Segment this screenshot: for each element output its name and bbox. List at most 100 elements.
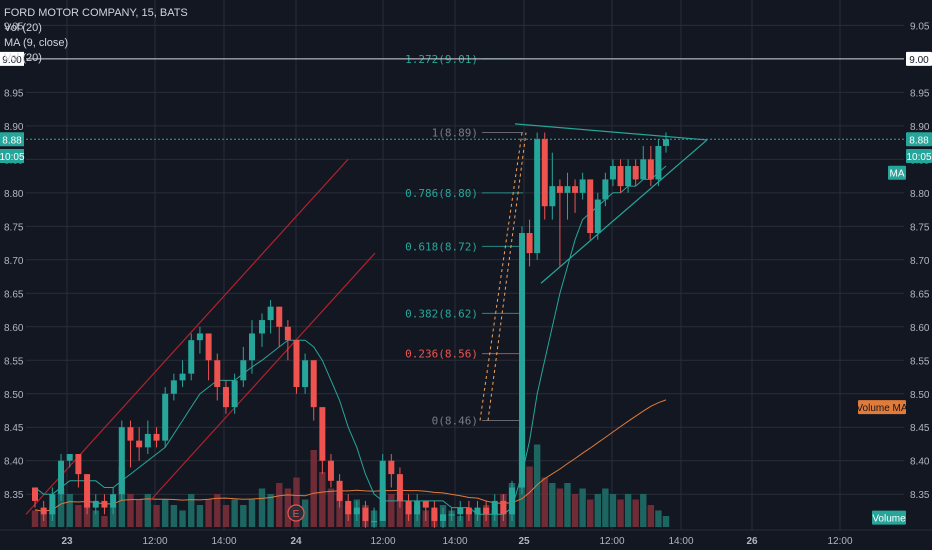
candle-body [249, 333, 255, 361]
volume-bar [602, 488, 609, 527]
volume-bar [258, 488, 266, 527]
candle-body [526, 233, 533, 254]
volume-bar [457, 516, 464, 527]
candle-body [259, 320, 265, 334]
volume-bar [301, 499, 309, 527]
earnings-marker-label: E [293, 509, 300, 520]
y-tick-label-right: 8.45 [910, 423, 930, 434]
volume-bar [624, 494, 632, 527]
candle-body [483, 507, 490, 515]
x-tick-label: 23 [61, 536, 73, 547]
volume-bar [571, 494, 579, 527]
volume-bar [188, 494, 195, 527]
candle-body [534, 139, 541, 254]
candle-body [153, 433, 160, 441]
y-tick-label-left: 8.40 [4, 457, 24, 468]
x-tick-label: 14:00 [442, 536, 467, 547]
volume-bar [222, 505, 230, 527]
candle-body [541, 139, 548, 207]
legend-volume: Vol (20) [4, 22, 42, 34]
volume-bar [594, 494, 601, 527]
y-tick-label-right: 9.05 [910, 21, 930, 32]
y-tick-label-right: 8.95 [910, 88, 930, 99]
candle-body [144, 433, 151, 448]
candle-body [500, 500, 507, 515]
volume-bar [276, 483, 283, 527]
candle-body [609, 166, 616, 180]
candle-body [205, 333, 212, 361]
candle-body [655, 145, 662, 180]
candle-body [572, 186, 579, 193]
candle-body [40, 507, 47, 515]
volume-bar [564, 483, 571, 527]
y-tick-label-right: 8.70 [910, 256, 930, 267]
x-tick-label: 26 [746, 536, 758, 547]
price-badge [906, 132, 932, 147]
candle-body [474, 507, 481, 515]
volume-bar [162, 499, 169, 527]
volume-bar [319, 472, 326, 527]
volume-bar [587, 499, 594, 527]
y-tick-label-right: 8.80 [910, 189, 930, 200]
y-tick-label-left: 8.80 [4, 189, 24, 200]
candle-body [579, 179, 586, 193]
candle-body [240, 360, 247, 381]
candle-body [49, 494, 56, 515]
candle-body [327, 460, 334, 481]
price-badge-left [0, 132, 24, 147]
price-badge-label: 8.88 [909, 135, 929, 146]
volume-bar [662, 516, 670, 527]
price-badge-label: Volume [872, 514, 906, 525]
candle-body [92, 500, 99, 508]
price-badge-left [0, 148, 24, 163]
fib-level-label: 1(8.89) [432, 127, 478, 140]
y-tick-label-left: 8.65 [4, 289, 24, 300]
candle-body [222, 387, 229, 408]
volume-bar [66, 494, 73, 527]
candle-body [371, 521, 378, 523]
candle-body [353, 507, 360, 515]
candle-body [58, 460, 65, 495]
candle-body [465, 507, 472, 515]
x-tick-label: 25 [518, 536, 530, 547]
fib-level-label: 0.618(8.72) [405, 240, 478, 253]
legend-title: FORD MOTOR COMPANY, 15, BATS [4, 7, 188, 19]
volume-bar [640, 494, 647, 527]
candle-body [319, 407, 326, 461]
candle-body [509, 487, 515, 515]
y-tick-label-left: 8.75 [4, 222, 24, 233]
y-tick-label-right: 8.55 [910, 356, 930, 367]
pennant-upper-line [514, 123, 708, 141]
volume-bar [135, 499, 143, 527]
volume-bar [293, 477, 300, 527]
candle-body [440, 514, 447, 521]
candle-body [196, 333, 203, 341]
volume-bar [127, 494, 134, 527]
volume-bar [57, 488, 65, 527]
candle-body [267, 306, 274, 321]
candle-body [640, 159, 647, 180]
price-badge-left-label: 9.00 [2, 55, 22, 66]
candle-body [188, 340, 195, 374]
volume-bar [609, 494, 617, 527]
price-badge [906, 148, 932, 163]
fib-trend-dash-1 [479, 132, 523, 421]
legend-volume-2: Vol (20) [4, 52, 42, 64]
candle-body [431, 507, 438, 521]
y-tick-label-right: 8.90 [910, 122, 930, 133]
price-badge [872, 510, 906, 525]
volume-bar [179, 510, 186, 527]
volume-bar [205, 499, 212, 527]
y-tick-label-left: 8.45 [4, 423, 24, 434]
candle-body [457, 507, 464, 515]
candle-body [136, 440, 143, 448]
volume-bar [310, 450, 317, 527]
y-tick-label-right: 8.75 [910, 222, 930, 233]
fib-level-label: 0.786(8.80) [405, 187, 478, 200]
volume-bar [170, 505, 178, 527]
candle-body [602, 179, 609, 200]
x-axis-band [0, 530, 932, 550]
candle-body [491, 500, 498, 515]
fib-level-label: 0(8.46) [432, 415, 478, 428]
